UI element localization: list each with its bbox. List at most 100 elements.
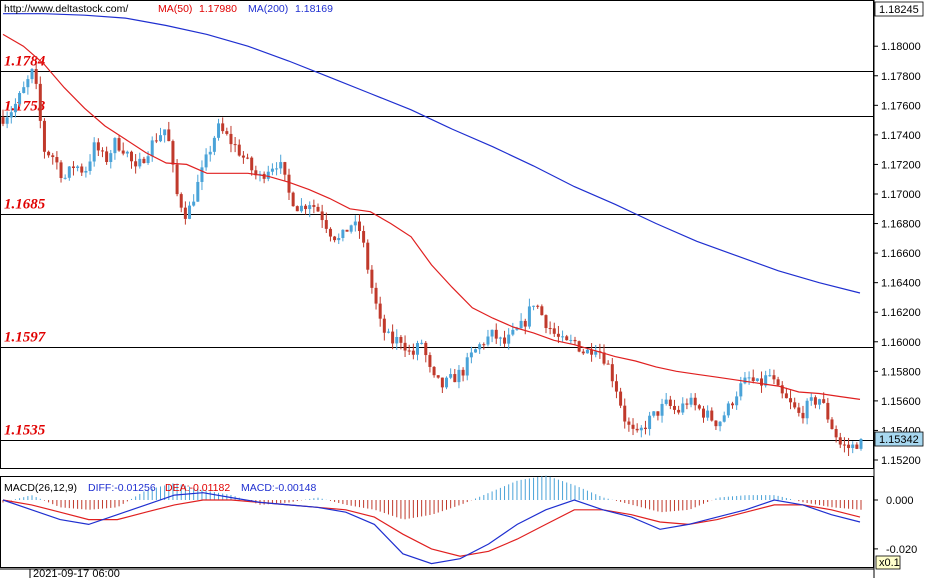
candle-bearish[interactable] (154, 140, 158, 142)
candle-bearish[interactable] (59, 162, 63, 179)
candle-bearish[interactable] (362, 231, 366, 243)
candle-bearish[interactable] (320, 211, 324, 221)
candle-bearish[interactable] (830, 419, 834, 430)
candle-bearish[interactable] (623, 405, 627, 422)
candle-bearish[interactable] (233, 144, 237, 146)
candle-bearish[interactable] (668, 399, 672, 406)
candle-bearish[interactable] (685, 403, 689, 405)
candle-bearish[interactable] (548, 328, 552, 330)
candle-bullish[interactable] (5, 117, 9, 124)
candle-bullish[interactable] (113, 138, 117, 154)
candle-bullish[interactable] (457, 369, 461, 383)
candle-bearish[interactable] (610, 364, 614, 382)
candle-bullish[interactable] (67, 166, 71, 178)
candle-bullish[interactable] (498, 337, 502, 339)
candle-bearish[interactable] (105, 151, 109, 163)
candle-bearish[interactable] (1, 117, 5, 124)
candle-bearish[interactable] (283, 162, 287, 175)
candle-bullish[interactable] (561, 336, 565, 338)
candle-bearish[interactable] (590, 349, 594, 355)
candle-bearish[interactable] (142, 158, 146, 164)
candle-bearish[interactable] (121, 150, 125, 154)
candle-bearish[interactable] (117, 138, 121, 151)
candle-bullish[interactable] (764, 375, 768, 386)
candle-bearish[interactable] (241, 155, 245, 158)
candle-bearish[interactable] (602, 352, 606, 364)
candle-bearish[interactable] (793, 402, 797, 408)
candle-bullish[interactable] (270, 168, 274, 172)
candle-bearish[interactable] (536, 305, 540, 307)
candle-bearish[interactable] (254, 170, 258, 176)
candle-bearish[interactable] (100, 150, 104, 152)
candle-bearish[interactable] (776, 379, 780, 386)
candle-bullish[interactable] (490, 329, 494, 337)
candle-bullish[interactable] (594, 351, 598, 355)
candle-bullish[interactable] (681, 403, 685, 413)
candle-bearish[interactable] (370, 269, 374, 288)
candle-bullish[interactable] (30, 69, 34, 80)
candle-bearish[interactable] (175, 164, 179, 195)
candle-bullish[interactable] (768, 375, 772, 377)
candle-bearish[interactable] (411, 350, 415, 355)
candle-bearish[interactable] (701, 408, 705, 418)
candle-bearish[interactable] (399, 336, 403, 343)
candle-bearish[interactable] (366, 242, 370, 270)
candle-bearish[interactable] (51, 155, 55, 158)
candle-bearish[interactable] (378, 303, 382, 319)
candle-bullish[interactable] (308, 205, 312, 210)
candle-bullish[interactable] (18, 93, 22, 104)
candle-bearish[interactable] (801, 412, 805, 419)
candle-bullish[interactable] (747, 377, 751, 379)
candle-bullish[interactable] (527, 306, 531, 327)
candle-bearish[interactable] (250, 157, 254, 171)
candle-bullish[interactable] (337, 237, 341, 241)
candle-bullish[interactable] (706, 410, 710, 418)
candle-bearish[interactable] (237, 144, 241, 156)
candle-bullish[interactable] (353, 221, 357, 226)
candle-bearish[interactable] (494, 329, 498, 339)
candle-bearish[interactable] (324, 220, 328, 229)
candle-bullish[interactable] (639, 427, 643, 431)
candle-bearish[interactable] (606, 363, 610, 365)
candle-bullish[interactable] (735, 396, 739, 406)
candle-bullish[interactable] (469, 352, 473, 358)
candle-bearish[interactable] (374, 287, 378, 304)
candle-bullish[interactable] (449, 374, 453, 378)
candle-bearish[interactable] (614, 381, 618, 392)
candle-bullish[interactable] (150, 140, 154, 157)
candle-bullish[interactable] (722, 415, 726, 422)
candle-bullish[interactable] (279, 162, 283, 169)
candle-bearish[interactable] (627, 421, 631, 425)
candle-bearish[interactable] (834, 429, 838, 438)
candle-bullish[interactable] (349, 225, 353, 232)
candle-bearish[interactable] (287, 174, 291, 193)
candle-bearish[interactable] (751, 377, 755, 381)
candle-bullish[interactable] (486, 336, 490, 345)
candle-bearish[interactable] (407, 350, 411, 352)
candle-bearish[interactable] (328, 228, 332, 237)
candle-bullish[interactable] (88, 161, 92, 171)
candle-bullish[interactable] (13, 103, 17, 113)
candle-bearish[interactable] (80, 166, 84, 173)
candle-bearish[interactable] (291, 192, 295, 207)
candle-bullish[interactable] (585, 349, 589, 354)
candle-bearish[interactable] (382, 318, 386, 333)
candle-bullish[interactable] (415, 343, 419, 355)
candle-bearish[interactable] (183, 207, 187, 219)
candle-bullish[interactable] (341, 229, 345, 238)
candle-bullish[interactable] (192, 201, 196, 206)
candle-bearish[interactable] (797, 407, 801, 413)
candle-bearish[interactable] (635, 428, 639, 431)
candle-bearish[interactable] (838, 437, 842, 445)
candle-bullish[interactable] (689, 397, 693, 405)
candle-bullish[interactable] (76, 166, 80, 169)
candle-bullish[interactable] (125, 151, 129, 154)
candle-bearish[interactable] (424, 342, 428, 356)
candle-bearish[interactable] (391, 331, 395, 344)
candle-bearish[interactable] (789, 398, 793, 403)
candle-bullish[interactable] (859, 439, 863, 449)
candle-bullish[interactable] (507, 334, 511, 344)
candle-bullish[interactable] (660, 403, 664, 416)
candle-bearish[interactable] (436, 375, 440, 378)
candle-bullish[interactable] (569, 339, 573, 341)
